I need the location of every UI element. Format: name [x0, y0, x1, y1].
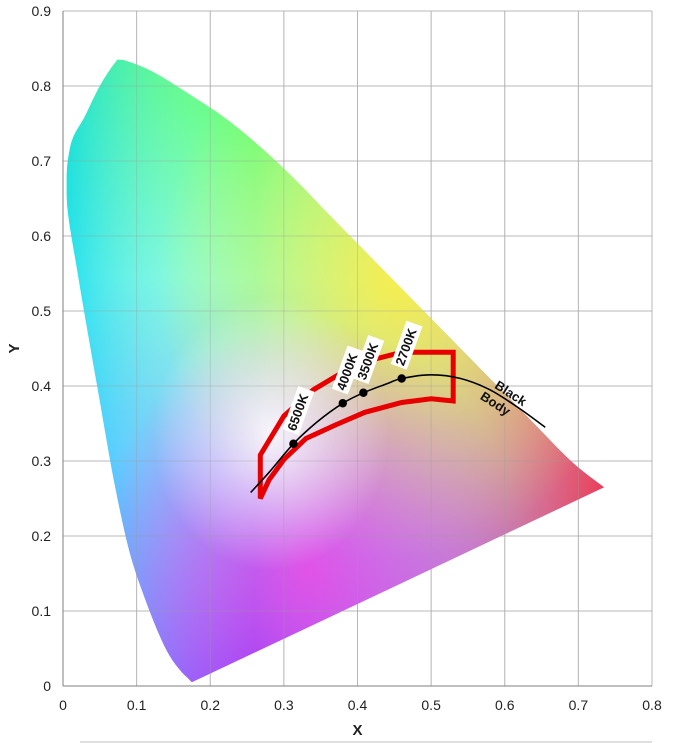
- spectral-locus: [66, 59, 605, 683]
- cct-point: [338, 399, 347, 408]
- x-tick-label: 0.3: [274, 697, 294, 713]
- y-tick-label: 0: [43, 678, 51, 694]
- y-tick-label: 0.9: [32, 3, 52, 19]
- y-tick-label: 0.2: [32, 528, 52, 544]
- x-tick-label: 0: [59, 697, 67, 713]
- cct-label-box: [352, 334, 385, 384]
- y-tick-label: 0.3: [32, 453, 52, 469]
- cct-point: [397, 374, 406, 383]
- cct-label-box: [331, 345, 364, 395]
- cct-point: [359, 388, 368, 397]
- x-tick-label: 0.2: [201, 697, 221, 713]
- x-axis-title: X: [352, 722, 362, 739]
- x-tick-label: 0.7: [569, 697, 589, 713]
- axes: [62, 11, 652, 743]
- x-tick-label: 0.4: [348, 697, 368, 713]
- y-tick-label: 0.8: [32, 78, 52, 94]
- y-tick-label: 0.5: [32, 303, 52, 319]
- x-tick-label: 0.1: [127, 697, 147, 713]
- cct-label-box: [390, 320, 423, 370]
- y-tick-label: 0.6: [32, 228, 52, 244]
- x-tick-label: 0.5: [421, 697, 441, 713]
- region-outline: [257, 349, 456, 500]
- x-tick-label: 0.6: [495, 697, 515, 713]
- y-tick-label: 0.4: [32, 378, 52, 394]
- y-axis-title: Y: [6, 343, 23, 353]
- tick-labels: 0 0.1 0.2 0.3 0.4 0.5 0.6 0.7 0.8 0 0.1 0.2 0.3 0.4 0.…: [32, 3, 662, 713]
- y-tick-label: 0.7: [32, 153, 52, 169]
- cct-label-box: [282, 385, 315, 435]
- x-tick-label: 0.8: [642, 697, 662, 713]
- y-tick-label: 0.1: [32, 603, 52, 619]
- cct-point: [289, 439, 298, 448]
